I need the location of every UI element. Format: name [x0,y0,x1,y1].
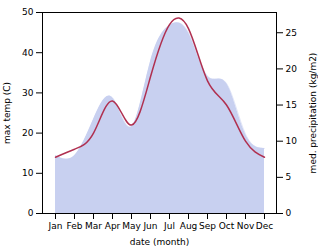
svg-text:Apr: Apr [105,221,121,231]
svg-text:Sep: Sep [199,221,216,231]
svg-text:5: 5 [286,172,292,182]
svg-text:Nov: Nov [237,221,255,231]
svg-text:25: 25 [286,28,297,38]
svg-text:50: 50 [22,7,34,17]
svg-text:Jul: Jul [163,221,175,231]
svg-text:0: 0 [286,208,292,218]
svg-text:date (month): date (month) [130,237,189,247]
svg-text:30: 30 [22,88,34,98]
svg-text:Feb: Feb [67,221,83,231]
svg-text:max temp (C): max temp (C) [2,82,12,144]
svg-text:40: 40 [22,48,34,58]
svg-text:Jun: Jun [142,221,157,231]
svg-text:10: 10 [286,136,298,146]
svg-text:med. precipitation (kg/m2): med. precipitation (kg/m2) [308,53,318,174]
svg-text:0: 0 [28,208,34,218]
svg-text:Mar: Mar [85,221,102,231]
svg-text:Oct: Oct [219,221,235,231]
svg-text:15: 15 [286,100,297,110]
svg-text:Jan: Jan [48,221,63,231]
svg-text:20: 20 [286,64,298,74]
svg-text:10: 10 [22,168,34,178]
svg-text:Dec: Dec [256,221,273,231]
svg-text:Aug: Aug [180,221,198,231]
svg-text:20: 20 [22,128,34,138]
svg-text:May: May [122,221,141,231]
